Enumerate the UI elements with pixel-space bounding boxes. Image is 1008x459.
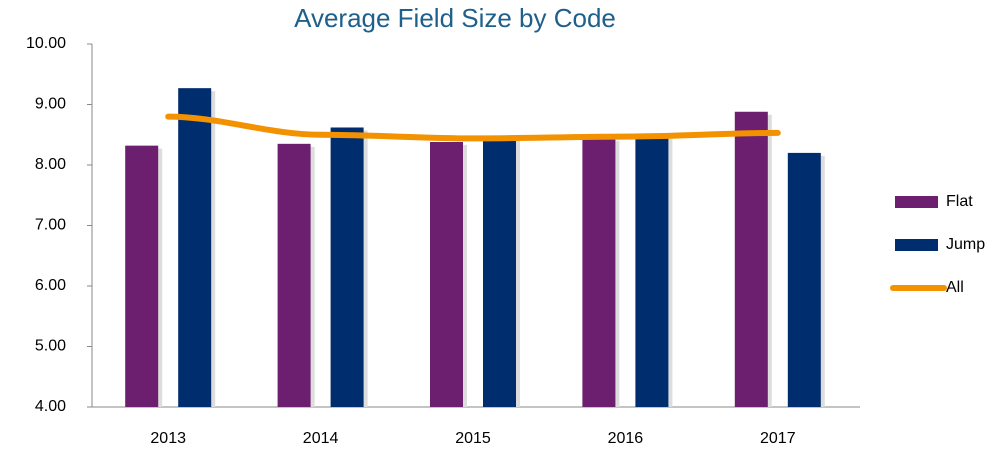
bar bbox=[483, 137, 516, 407]
y-tick-label: 9.00 bbox=[35, 96, 66, 113]
bar bbox=[330, 127, 364, 408]
bar bbox=[635, 135, 669, 407]
chart-title: Average Field Size by Code bbox=[294, 3, 616, 33]
legend-label: Jump bbox=[946, 236, 985, 253]
y-tick-label: 8.00 bbox=[35, 156, 66, 173]
x-tick-label: 2014 bbox=[303, 430, 339, 447]
legend-label: All bbox=[946, 279, 964, 296]
bar bbox=[734, 111, 768, 407]
y-tick-label: 4.00 bbox=[35, 398, 66, 415]
x-tick-label: 2015 bbox=[455, 430, 491, 447]
y-tick-label: 7.00 bbox=[35, 217, 66, 234]
bar bbox=[787, 152, 821, 407]
legend-swatch bbox=[895, 239, 938, 251]
y-tick-label: 6.00 bbox=[35, 277, 66, 294]
bar bbox=[178, 88, 212, 407]
bar bbox=[277, 143, 311, 407]
y-tick-label: 10.00 bbox=[26, 35, 66, 52]
x-tick-label: 2016 bbox=[608, 430, 644, 447]
legend-swatch bbox=[895, 196, 938, 208]
legend-label: Flat bbox=[946, 193, 973, 210]
x-tick-label: 2017 bbox=[760, 430, 796, 447]
bar bbox=[430, 142, 463, 407]
x-tick-label: 2013 bbox=[150, 430, 186, 447]
y-tick-label: 5.00 bbox=[35, 338, 66, 355]
bar bbox=[582, 137, 616, 407]
line bbox=[165, 113, 781, 142]
bar bbox=[125, 145, 159, 407]
